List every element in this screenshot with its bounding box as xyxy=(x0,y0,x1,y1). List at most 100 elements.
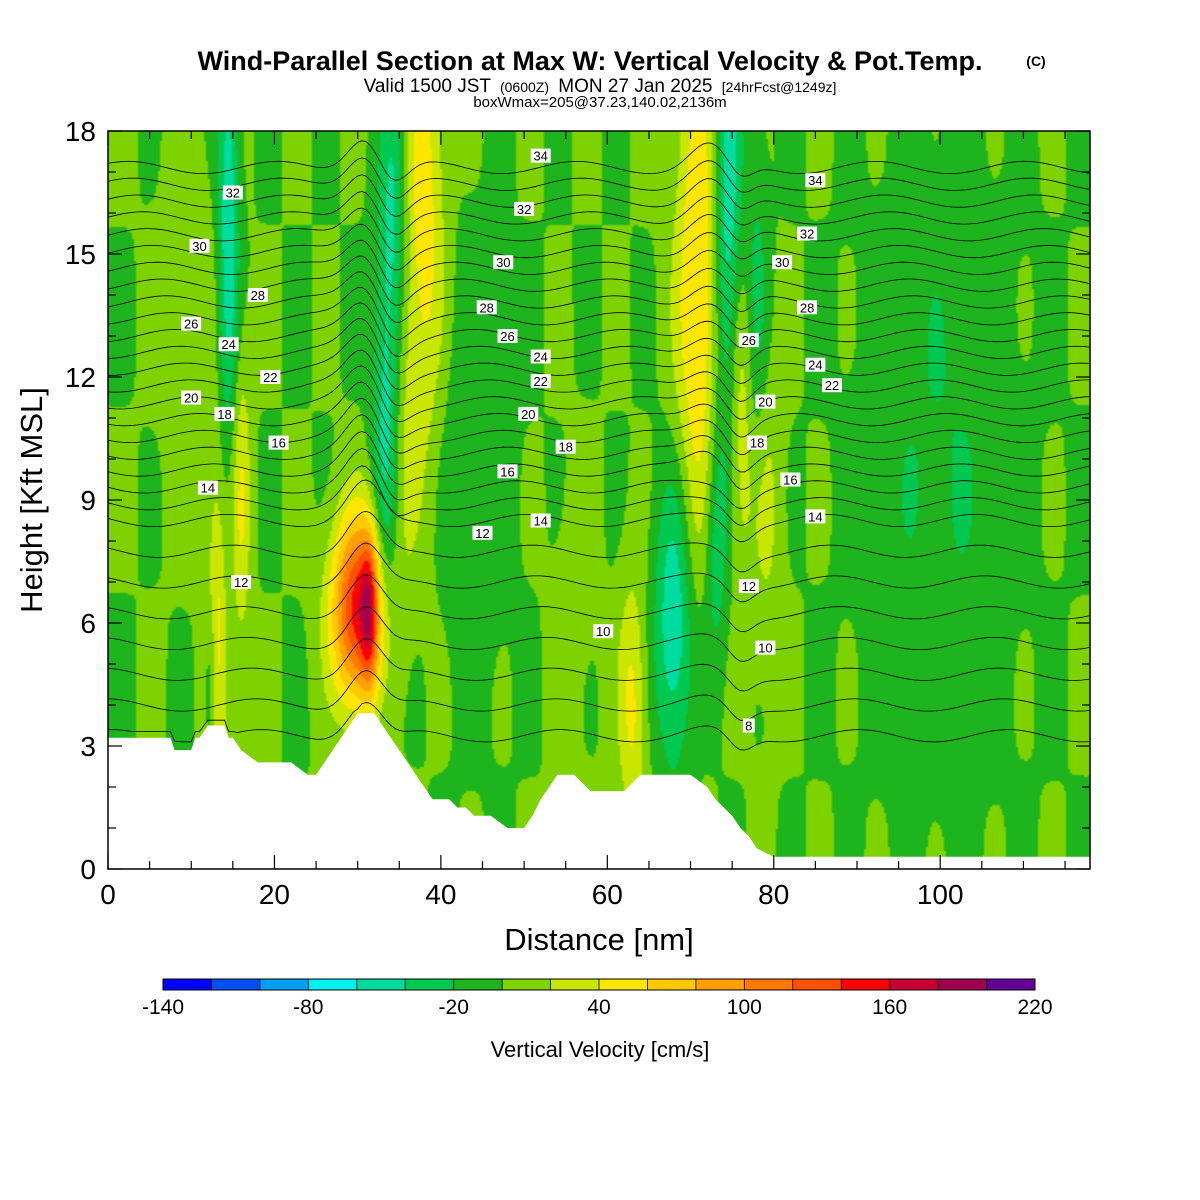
vertical-velocity-field xyxy=(108,131,1090,869)
isentrope-line xyxy=(108,479,1090,543)
colorbar-swatch xyxy=(841,979,891,990)
colorbar-swatch xyxy=(599,979,648,990)
y-tick-label: 12 xyxy=(65,362,96,393)
x-axis-label: Distance [nm] xyxy=(504,922,694,957)
contour-label-box xyxy=(772,255,793,270)
colorbar-swatch xyxy=(502,979,552,990)
contour-label-box xyxy=(805,357,826,372)
isentrope-line xyxy=(108,465,1090,526)
contour-label-box xyxy=(493,255,514,270)
colorbar-swatch xyxy=(889,979,939,990)
contour-label: 14 xyxy=(808,509,822,524)
contour-label: 28 xyxy=(479,300,493,315)
contour-label: 30 xyxy=(775,255,789,270)
isentrope-line xyxy=(108,239,1090,289)
colorbar-tick-labels: -140 -80 -20 40 100 160 220 xyxy=(142,996,1053,1019)
contour-label-box xyxy=(747,435,768,450)
contour-label-box xyxy=(797,300,818,315)
contour-label: 24 xyxy=(221,337,235,352)
colorbar-tick-label: -140 xyxy=(142,996,184,1019)
contour-label: 26 xyxy=(742,333,756,348)
contour-label-box xyxy=(214,406,235,421)
colorbar-swatch xyxy=(986,979,1036,990)
colorbar-swatch xyxy=(647,979,697,990)
colorbar-swatch xyxy=(792,979,842,990)
contour-label-box xyxy=(476,300,497,315)
isentrope-line xyxy=(108,223,1090,271)
isentrope-line xyxy=(108,638,1090,692)
contour-label-box xyxy=(497,464,518,479)
contour-label-box xyxy=(222,185,243,200)
contour-label: 10 xyxy=(758,641,772,656)
contour-label: 12 xyxy=(234,575,248,590)
isentrope-line xyxy=(108,574,1090,633)
valid-date: MON 27 Jan 2025 xyxy=(558,76,712,97)
contour-label-box xyxy=(738,579,759,594)
contour-label-box xyxy=(268,435,289,450)
contour-label: 24 xyxy=(808,358,822,373)
colorbar-swatch xyxy=(405,979,455,990)
valid-prefix: Valid 1500 JST xyxy=(364,76,492,97)
contour-label-box xyxy=(181,390,202,405)
contour-label-box xyxy=(231,575,252,589)
contour-label: 12 xyxy=(742,579,756,594)
isentrope-line xyxy=(108,349,1090,407)
isentrope-line xyxy=(108,414,1090,473)
contour-label: 32 xyxy=(517,202,531,217)
colorbar-swatch xyxy=(259,979,309,990)
contour-label: 16 xyxy=(783,473,797,488)
isentrope-line xyxy=(108,510,1090,573)
contour-label: 18 xyxy=(558,440,572,455)
isentrope-line xyxy=(108,670,1090,722)
y-tick-label: 0 xyxy=(80,854,96,885)
contour-label: 30 xyxy=(496,255,510,270)
x-tick-label: 80 xyxy=(758,879,789,910)
x-tick-label: 0 xyxy=(100,879,116,910)
colorbar-swatch xyxy=(356,979,406,990)
contour-label-box xyxy=(555,439,576,454)
isentrope-line xyxy=(108,255,1090,306)
chart-title: Wind-Parallel Section at Max W: Vertical… xyxy=(198,46,983,76)
y-tick-label: 3 xyxy=(80,731,96,762)
contour-label-box xyxy=(530,148,551,163)
contour-label-box xyxy=(530,374,551,389)
y-tick-label: 6 xyxy=(80,608,96,639)
contour-label: 22 xyxy=(533,374,547,389)
colorbar-swatch xyxy=(308,979,358,990)
forecast-info: [24hrFcst@1249z] xyxy=(722,79,837,95)
contour-label-box xyxy=(518,406,539,421)
isentrope-line xyxy=(108,542,1090,603)
contour-label: 34 xyxy=(533,149,547,164)
contour-label: 16 xyxy=(500,464,514,479)
contour-label-box xyxy=(530,513,551,528)
contour-label: 10 xyxy=(596,624,610,639)
x-tick-label: 20 xyxy=(259,879,290,910)
contour-label-box xyxy=(822,378,842,393)
terrain xyxy=(108,713,1090,869)
contour-label-box xyxy=(260,370,281,384)
isentrope-line xyxy=(108,286,1090,341)
colorbar-tick-label: 160 xyxy=(872,996,907,1019)
isentrope-line xyxy=(108,318,1090,374)
copyright-mark: (C) xyxy=(1026,53,1045,69)
x-tick-label: 60 xyxy=(592,879,623,910)
y-axis: 0 3 6 9 12 15 18 xyxy=(65,116,1090,885)
contour-label-box xyxy=(755,394,776,409)
colorbar-swatch xyxy=(163,979,212,990)
contour-label: 22 xyxy=(263,370,277,385)
colorbar-tick-label: 40 xyxy=(587,996,610,1019)
colorbar-tick-label: -80 xyxy=(293,996,323,1019)
colorbar-swatch xyxy=(453,979,503,990)
contour-label-box xyxy=(797,226,818,241)
isentrope-line xyxy=(108,431,1090,490)
contour-label-box xyxy=(218,337,239,352)
y-tick-label: 18 xyxy=(65,116,96,147)
contour-label: 12 xyxy=(475,526,489,541)
isentrope-line xyxy=(108,140,1090,181)
contour-label: 28 xyxy=(800,300,814,315)
colorbar-swatch xyxy=(744,979,794,990)
colorbar xyxy=(162,978,1036,991)
